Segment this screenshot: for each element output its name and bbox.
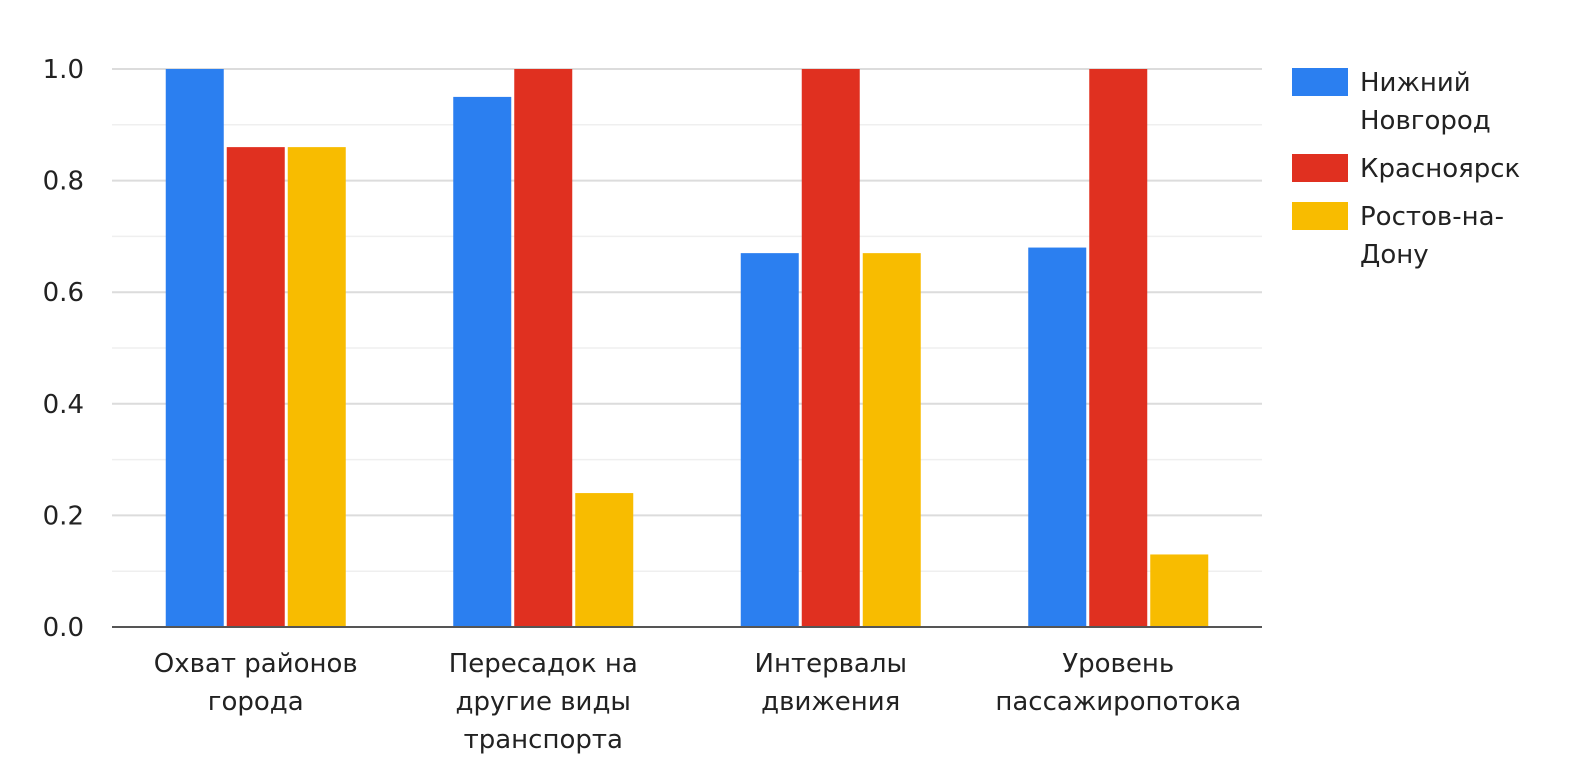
y-tick-label: 0.8 — [43, 167, 84, 197]
bar — [226, 147, 285, 627]
legend-swatch — [1292, 68, 1348, 96]
bar — [514, 69, 573, 627]
bar — [1028, 247, 1087, 627]
x-category-label: города — [208, 687, 304, 717]
bar — [575, 493, 634, 627]
legend-label: Ростов-на- — [1360, 202, 1504, 232]
bar — [740, 253, 799, 627]
x-category-label: Интервалы — [755, 649, 908, 679]
y-tick-label: 0.6 — [43, 278, 84, 308]
x-category-label: Охват районов — [154, 649, 358, 679]
legend: Нижний Новгород Красноярск Ростов-на- Дону — [1292, 68, 1520, 270]
bar — [801, 69, 860, 627]
y-tick-label: 0.2 — [43, 501, 84, 531]
x-axis-category-labels: Охват районов города Пересадок на другие ви… — [154, 649, 1241, 755]
legend-label: Нижний — [1360, 68, 1471, 98]
x-category-label: пассажиропотока — [995, 687, 1241, 717]
legend-label: Дону — [1360, 240, 1429, 270]
y-tick-label: 0.0 — [43, 613, 84, 643]
bar — [287, 147, 346, 627]
legend-swatch — [1292, 202, 1348, 230]
legend-swatch — [1292, 154, 1348, 182]
x-category-label: Пересадок на — [449, 649, 638, 679]
y-axis-ticks: 0.0 0.2 0.4 0.6 0.8 1.0 — [43, 55, 84, 643]
bar — [453, 96, 512, 627]
bar — [862, 253, 921, 627]
x-category-label: другие виды — [456, 687, 631, 717]
bar — [1089, 69, 1148, 627]
legend-label: Новгород — [1360, 106, 1491, 136]
bar — [1150, 554, 1209, 627]
x-category-label: движения — [761, 687, 900, 717]
y-tick-label: 0.4 — [43, 390, 84, 420]
x-category-label: транспорта — [464, 725, 623, 755]
bars — [165, 69, 1209, 627]
y-tick-label: 1.0 — [43, 55, 84, 85]
bar — [165, 69, 224, 627]
x-category-label: Уровень — [1062, 649, 1174, 679]
legend-label: Красноярск — [1360, 154, 1520, 184]
